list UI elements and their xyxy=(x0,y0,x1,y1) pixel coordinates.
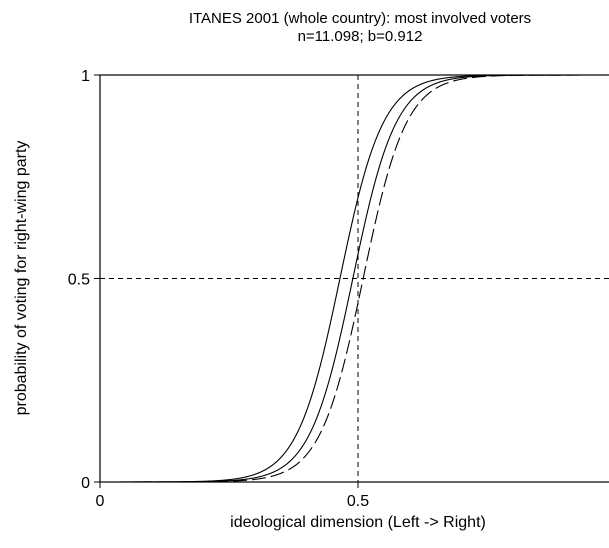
y-tick-label-1: 0.5 xyxy=(68,272,90,289)
y-tick-label-0: 0 xyxy=(81,475,90,492)
x-tick-label-0: 0 xyxy=(96,493,105,510)
x-axis-label: ideological dimension (Left -> Right) xyxy=(230,514,486,531)
chart-subtitle: n=11.098; b=0.912 xyxy=(297,28,423,45)
chart-title: ITANES 2001 (whole country): most involv… xyxy=(188,10,532,27)
y-tick-label-2: 1 xyxy=(81,68,90,85)
series-line-3 xyxy=(100,74,609,483)
x-tick-label-1: 0.5 xyxy=(347,493,369,510)
